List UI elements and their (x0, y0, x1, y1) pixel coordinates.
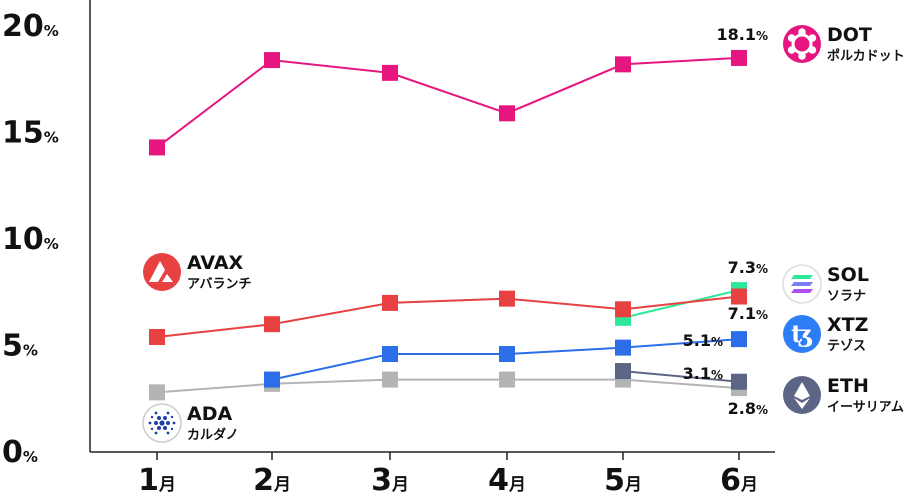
avax-data-point (149, 328, 165, 345)
end-value-labels: 18.1% 7.1% 7.3% 5.1% 3.1% 2.8% (683, 25, 768, 418)
sol-end-value-label: 7.3% (728, 258, 768, 277)
ada-legend-entry: ADA カルダノ (142, 403, 239, 443)
xtz-data-point (382, 346, 398, 363)
eth-end-value-label: 3.1% (683, 364, 723, 383)
avalanche-icon (143, 253, 181, 291)
avax-data-point (731, 288, 747, 305)
avax-data-point (382, 294, 398, 311)
dot-legend-entry: DOT ポルカドット (783, 24, 905, 64)
y-tick-label: 0% (2, 435, 38, 470)
avax-legend-name: アバランチ (187, 277, 251, 292)
xtz-data-point (731, 331, 747, 348)
dot-data-point (382, 64, 398, 81)
xtz-data-point (499, 346, 515, 363)
y-tick-label: 15% (2, 116, 59, 151)
ada-series-line (156, 378, 740, 394)
xtz-end-value-label: 5.1% (683, 331, 723, 350)
avax-legend-entry: AVAX アバランチ (143, 252, 251, 292)
ada-data-point (499, 371, 515, 388)
x-tick-label: 5月 (604, 463, 642, 498)
ethereum-icon (783, 376, 821, 414)
eth-legend-entry: ETH イーサリアム (783, 375, 904, 415)
dot-data-point (264, 52, 280, 69)
svg-text:ꜩ: ꜩ (791, 319, 813, 348)
ada-data-point (149, 384, 165, 401)
coin-legend: DOT ポルカドット AVAX アバランチ SOL ソラナ ꜩ XTZ テゾス ETH イーサリアム… (142, 24, 905, 443)
xtz-legend-name: テゾス (827, 338, 866, 354)
avax-data-point (499, 290, 515, 307)
avax-data-point (264, 316, 280, 333)
ada-legend-name: カルダノ (187, 427, 239, 443)
eth-series-line (622, 370, 740, 383)
xtz-data-point (264, 371, 280, 388)
avax-end-value-label: 7.1% (728, 304, 768, 323)
dot-data-point (149, 139, 165, 156)
dot-legend-symbol: DOT (827, 24, 872, 46)
xtz-legend-entry: ꜩ XTZ テゾス (783, 314, 868, 354)
x-tick-label: 2月 (253, 463, 291, 498)
dot-end-value-label: 18.1% (716, 25, 768, 44)
y-tick-label: 20% (2, 9, 59, 44)
series-markers (149, 49, 747, 401)
x-tick-label: 6月 (720, 463, 758, 498)
eth-data-point (615, 363, 631, 380)
dot-data-point (615, 56, 631, 73)
cardano-icon (142, 403, 182, 443)
tezos-icon: ꜩ (783, 315, 821, 353)
y-tick-label: 5% (2, 329, 38, 364)
eth-data-point (731, 373, 747, 390)
sol-legend-name: ソラナ (827, 289, 866, 304)
x-tick-label: 3月 (371, 463, 409, 498)
x-tick-label: 1月 (138, 463, 176, 498)
sol-legend-entry: SOL ソラナ (782, 264, 869, 304)
sol-legend-symbol: SOL (827, 264, 869, 286)
dot-data-point (499, 105, 515, 122)
ada-end-value-label: 2.8% (728, 399, 768, 418)
xtz-data-point (615, 339, 631, 356)
dot-data-point (731, 49, 747, 66)
eth-legend-symbol: ETH (827, 375, 869, 397)
chart-axes: 0% 5% 10% 15% 20% 1月 2月 3月 4月 5月 6月 (2, 0, 775, 498)
sol-series-line (622, 289, 740, 319)
xtz-legend-symbol: XTZ (827, 314, 868, 336)
series-lines (156, 56, 740, 394)
x-tick-label: 4月 (488, 463, 526, 498)
eth-legend-name: イーサリアム (827, 400, 904, 415)
dot-series-line (156, 56, 740, 149)
avax-legend-symbol: AVAX (187, 252, 244, 274)
polkadot-icon (783, 25, 821, 63)
solana-icon (782, 264, 822, 304)
avax-data-point (615, 301, 631, 318)
dot-legend-name: ポルカドット (827, 48, 905, 64)
y-tick-label: 10% (2, 222, 59, 257)
avax-series-line (156, 295, 740, 338)
ada-legend-symbol: ADA (187, 403, 232, 425)
ada-data-point (382, 371, 398, 388)
